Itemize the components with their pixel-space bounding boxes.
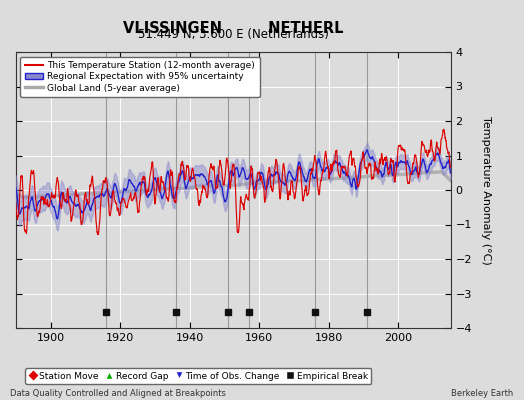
Text: Berkeley Earth: Berkeley Earth — [451, 389, 514, 398]
Legend: Station Move, Record Gap, Time of Obs. Change, Empirical Break: Station Move, Record Gap, Time of Obs. C… — [25, 368, 372, 384]
Text: 51.449 N, 3.600 E (Netherlands): 51.449 N, 3.600 E (Netherlands) — [138, 28, 329, 41]
Title: VLISSINGEN         NETHERL: VLISSINGEN NETHERL — [123, 20, 343, 36]
Y-axis label: Temperature Anomaly (°C): Temperature Anomaly (°C) — [482, 116, 492, 264]
Text: Data Quality Controlled and Aligned at Breakpoints: Data Quality Controlled and Aligned at B… — [10, 389, 226, 398]
